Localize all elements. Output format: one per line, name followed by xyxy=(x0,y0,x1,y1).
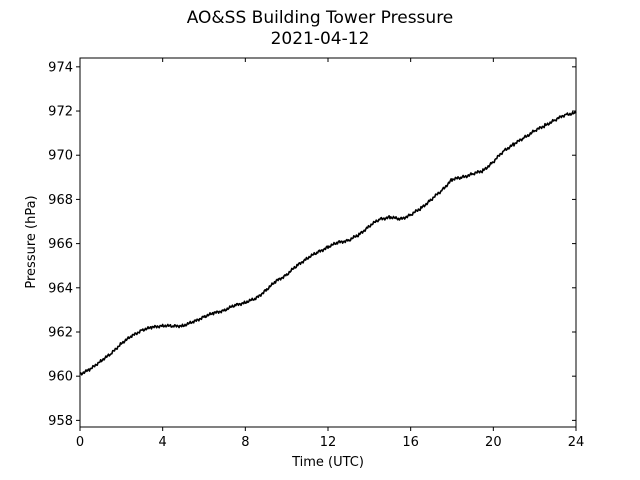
y-tick-label: 962 xyxy=(48,325,73,340)
series-line-0 xyxy=(79,110,577,376)
y-tick-label: 964 xyxy=(48,281,73,296)
y-tick-label: 970 xyxy=(48,149,73,164)
x-axis: 0 4 8 12 16 20 24 xyxy=(76,58,584,450)
x-tick-label: 0 xyxy=(76,435,84,450)
x-tick-label: 16 xyxy=(402,435,419,450)
y-tick-label: 966 xyxy=(48,237,73,252)
chart-subtitle: 2021-04-12 xyxy=(270,29,370,49)
x-tick-label: 4 xyxy=(159,435,167,450)
y-tick-label: 972 xyxy=(48,105,73,120)
x-tick-label: 20 xyxy=(485,435,502,450)
x-tick-label: 24 xyxy=(568,435,585,450)
y-axis: 958 960 962 964 966 968 970 972 974 xyxy=(48,60,576,429)
y-tick-label: 968 xyxy=(48,193,73,208)
x-tick-label: 8 xyxy=(241,435,249,450)
plot-area xyxy=(79,57,577,428)
y-tick-label: 958 xyxy=(48,414,73,429)
y-tick-label: 960 xyxy=(48,370,73,385)
y-axis-label: Pressure (hPa) xyxy=(24,195,39,288)
plot-frame xyxy=(79,57,577,428)
x-tick-label: 12 xyxy=(320,435,337,450)
chart-title: AO&SS Building Tower Pressure xyxy=(186,8,454,28)
y-tick-label: 974 xyxy=(48,60,73,75)
x-axis-label: Time (UTC) xyxy=(291,455,364,470)
